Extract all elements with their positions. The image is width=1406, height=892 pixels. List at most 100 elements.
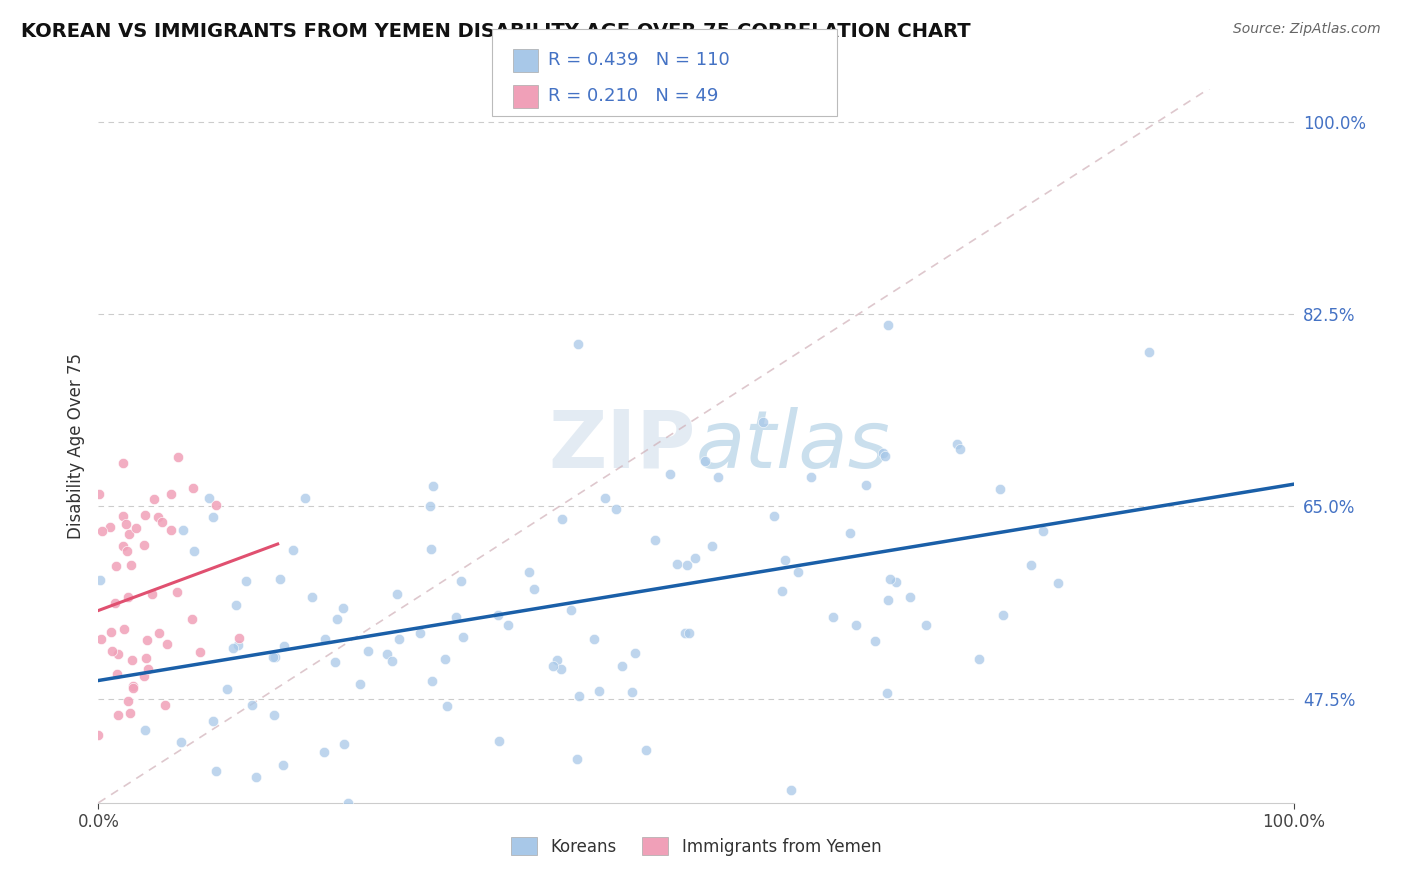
Point bbox=[375, 647, 398, 661]
Point bbox=[121, 653, 143, 667]
Point bbox=[301, 591, 323, 605]
Point bbox=[202, 509, 225, 524]
Point bbox=[118, 706, 141, 720]
Point bbox=[773, 552, 796, 566]
Point bbox=[101, 644, 124, 658]
Point bbox=[752, 415, 775, 429]
Point bbox=[879, 572, 901, 586]
Point bbox=[988, 483, 1011, 497]
Point bbox=[588, 683, 610, 698]
Point bbox=[419, 542, 441, 557]
Point bbox=[215, 681, 238, 696]
Point bbox=[245, 770, 267, 784]
Point bbox=[551, 512, 574, 526]
Point bbox=[181, 482, 204, 496]
Point bbox=[153, 698, 176, 713]
Point bbox=[800, 469, 823, 483]
Point bbox=[90, 632, 112, 646]
Point bbox=[172, 523, 194, 537]
Point bbox=[451, 630, 474, 644]
Point bbox=[112, 509, 135, 524]
Point bbox=[349, 677, 371, 691]
Point bbox=[205, 764, 228, 778]
Point bbox=[678, 626, 700, 640]
Point bbox=[876, 318, 898, 332]
Point bbox=[337, 796, 360, 810]
Point bbox=[124, 521, 146, 535]
Point bbox=[170, 735, 193, 749]
Point bbox=[112, 622, 135, 636]
Text: KOREAN VS IMMIGRANTS FROM YEMEN DISABILITY AGE OVER 75 CORRELATION CHART: KOREAN VS IMMIGRANTS FROM YEMEN DISABILI… bbox=[21, 22, 970, 41]
Point bbox=[183, 544, 205, 558]
Point bbox=[198, 491, 221, 506]
Point bbox=[876, 686, 898, 700]
Point bbox=[281, 543, 304, 558]
Point bbox=[332, 600, 354, 615]
Point bbox=[967, 652, 990, 666]
Point bbox=[226, 638, 249, 652]
Point bbox=[550, 662, 572, 676]
Point bbox=[357, 644, 380, 658]
Point bbox=[593, 491, 616, 506]
Point bbox=[107, 707, 129, 722]
Point bbox=[104, 559, 127, 574]
Point bbox=[872, 446, 894, 460]
Point bbox=[180, 612, 202, 626]
Point bbox=[264, 649, 287, 664]
Point bbox=[294, 491, 316, 505]
Point bbox=[143, 491, 166, 506]
Point bbox=[839, 526, 862, 541]
Point bbox=[644, 533, 666, 547]
Point bbox=[134, 723, 156, 737]
Point bbox=[89, 573, 111, 587]
Point bbox=[294, 805, 316, 820]
Point bbox=[762, 509, 785, 524]
Legend: Koreans, Immigrants from Yemen: Koreans, Immigrants from Yemen bbox=[503, 830, 889, 863]
Point bbox=[148, 626, 170, 640]
Point bbox=[845, 618, 868, 632]
Point bbox=[166, 585, 188, 599]
Point bbox=[450, 574, 472, 588]
Point bbox=[865, 633, 887, 648]
Point bbox=[240, 698, 263, 712]
Point bbox=[271, 758, 294, 772]
Point bbox=[779, 783, 801, 797]
Point bbox=[436, 699, 458, 714]
Point bbox=[605, 501, 627, 516]
Point bbox=[326, 611, 349, 625]
Point bbox=[565, 752, 588, 766]
Point bbox=[98, 520, 121, 534]
Point bbox=[583, 632, 606, 646]
Point bbox=[855, 478, 877, 492]
Point bbox=[167, 450, 190, 465]
Point bbox=[621, 684, 644, 698]
Point bbox=[610, 658, 633, 673]
Point bbox=[201, 714, 224, 729]
Point bbox=[105, 667, 128, 681]
Point bbox=[821, 609, 844, 624]
Point bbox=[523, 582, 546, 596]
Text: R = 0.439   N = 110: R = 0.439 N = 110 bbox=[548, 51, 730, 70]
Point bbox=[693, 454, 716, 468]
Point bbox=[87, 728, 110, 742]
Point bbox=[1019, 558, 1042, 573]
Point bbox=[205, 498, 228, 512]
Point bbox=[624, 646, 647, 660]
Point bbox=[89, 486, 111, 500]
Point bbox=[120, 558, 142, 573]
Point bbox=[433, 652, 456, 666]
Point bbox=[225, 598, 247, 612]
Point bbox=[135, 651, 157, 665]
Point bbox=[636, 743, 658, 757]
Point bbox=[787, 565, 810, 579]
Point bbox=[228, 632, 250, 646]
Point bbox=[159, 524, 181, 538]
Point bbox=[422, 479, 444, 493]
Text: R = 0.210   N = 49: R = 0.210 N = 49 bbox=[548, 87, 718, 105]
Point bbox=[156, 637, 179, 651]
Point bbox=[444, 610, 467, 624]
Point bbox=[488, 734, 510, 748]
Point bbox=[877, 593, 900, 607]
Point bbox=[666, 558, 689, 572]
Point bbox=[333, 737, 356, 751]
